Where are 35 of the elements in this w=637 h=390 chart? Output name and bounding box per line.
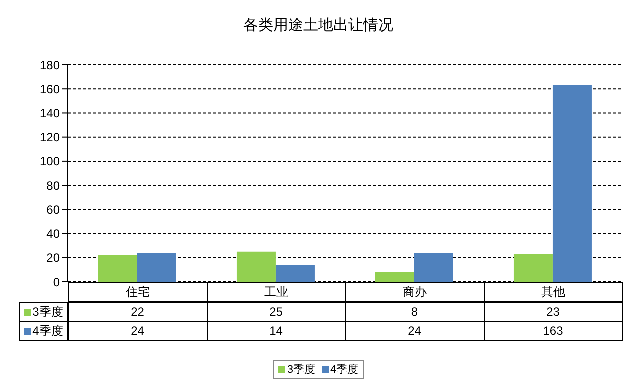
y-tick-label: 40 [46,227,60,242]
y-tick-label: 80 [46,178,60,193]
bar [514,254,553,282]
y-tick-label: 120 [40,130,60,145]
data-label: 8 [345,302,484,322]
y-tick-label: 20 [46,251,60,266]
y-tick-label: 100 [40,154,60,169]
y-tick-label: 160 [40,82,60,96]
y-tick-label: 0 [53,275,60,290]
legend-label: 3季度 [32,304,64,320]
bar [414,253,454,282]
chart-title: 各类用途土地出让情况 [242,16,394,35]
legend-label: 4季度 [330,362,359,377]
data-label: 24 [345,321,484,341]
data-label: 22 [68,302,208,322]
x-tick-label: 其他 [484,282,623,302]
x-tick-label: 住宅 [68,282,208,302]
bar [375,272,414,282]
x-tick-label: 工业 [206,282,346,302]
y-tick-label: 60 [46,202,60,217]
data-label: 163 [484,321,623,341]
text: 3季度 [287,364,316,376]
data-label: 23 [484,302,623,322]
bar [98,255,138,282]
text: 4季度 [32,324,64,338]
y-tick-label: 140 [40,106,60,120]
bar [137,253,176,282]
data-label: 25 [206,302,346,322]
bar [236,252,276,282]
data-label: 24 [68,321,208,341]
x-tick-label: 商办 [345,282,484,302]
bar [276,265,315,282]
data-label: 14 [206,321,346,341]
bar [552,85,592,282]
y-tick-label: 180 [40,58,60,72]
